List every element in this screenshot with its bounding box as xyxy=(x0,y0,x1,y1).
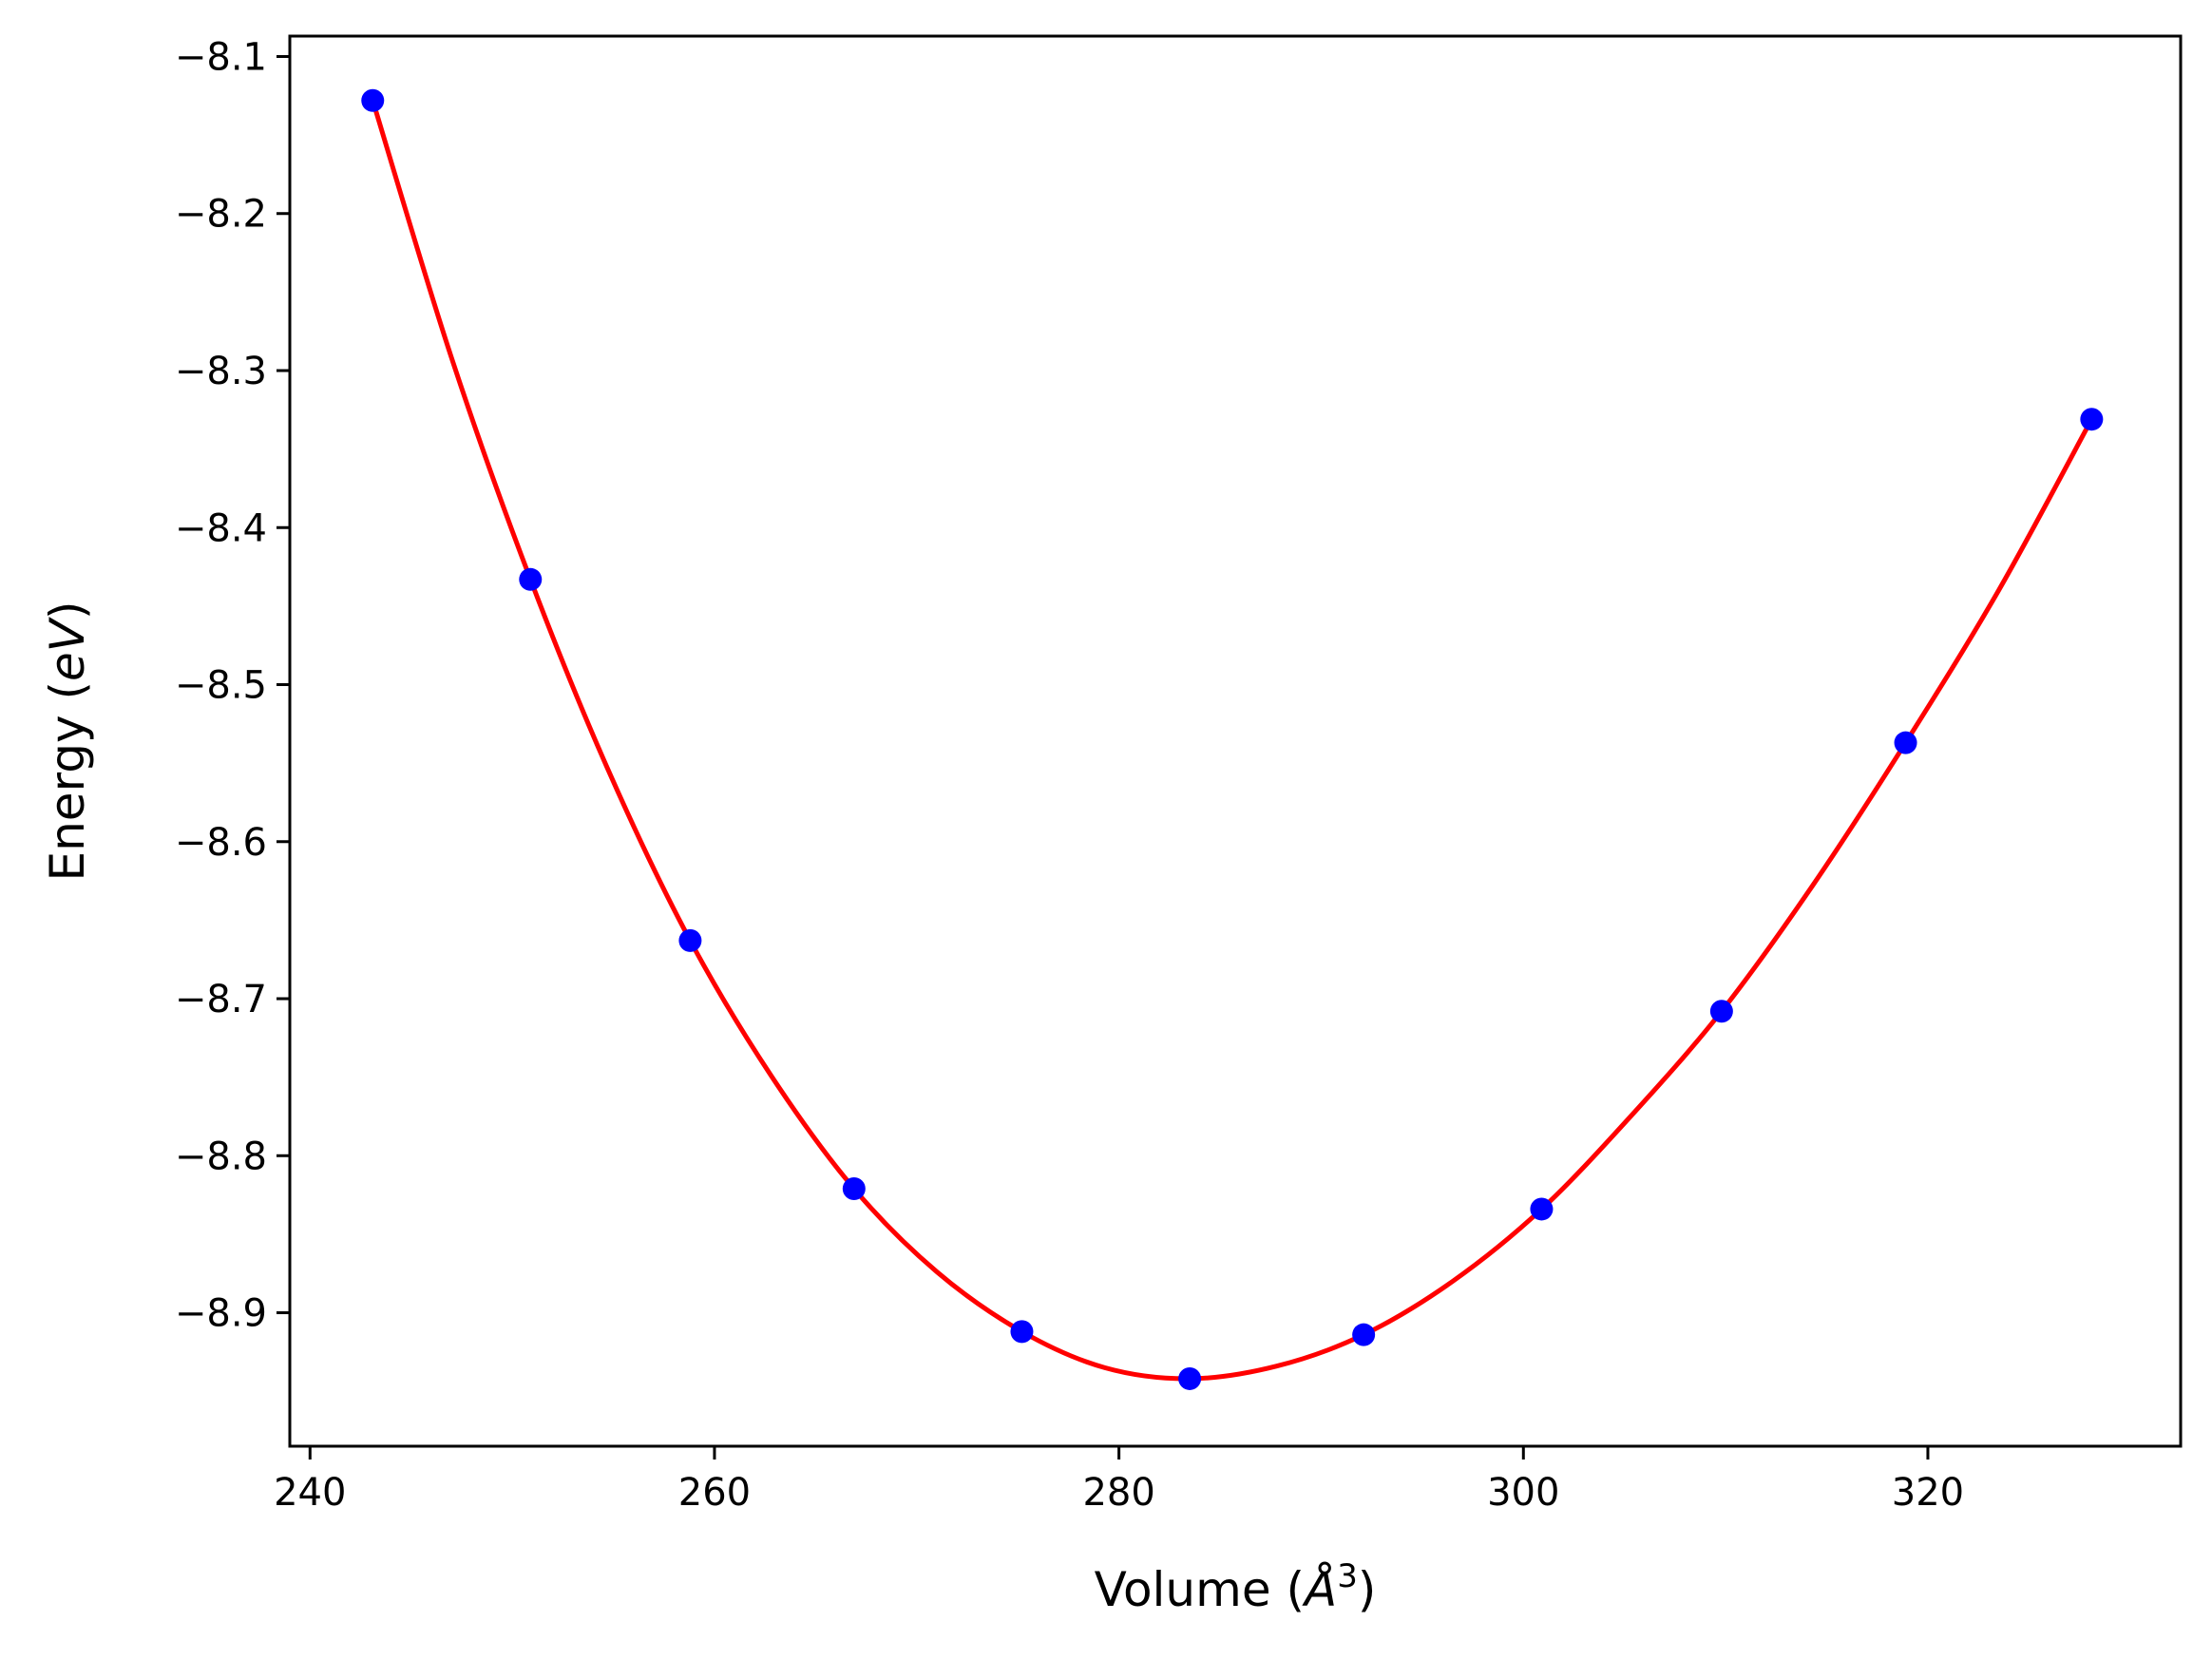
data-point xyxy=(1178,1366,1202,1390)
x-tick-label: 260 xyxy=(678,1471,751,1515)
y-tick-label: −8.8 xyxy=(175,1135,267,1178)
data-point xyxy=(1010,1320,1034,1344)
data-point xyxy=(678,928,702,952)
data-point xyxy=(519,567,543,591)
plot-frame xyxy=(288,34,2183,1448)
plot-layer xyxy=(361,88,2104,1390)
y-axis-ticks: −8.1 −8.2 −8.3 −8.4 −8.5 −8.6 −8.7 −8.8 −8.9 xyxy=(175,35,290,1336)
data-point xyxy=(1709,1000,1733,1023)
data-point xyxy=(1894,731,1917,754)
y-tick-label: −8.7 xyxy=(175,978,267,1021)
data-point xyxy=(1352,1323,1376,1346)
y-tick-label: −8.4 xyxy=(175,506,267,550)
x-tick-label: 300 xyxy=(1487,1471,1559,1515)
data-point xyxy=(842,1176,866,1200)
y-tick-label: −8.5 xyxy=(175,664,267,708)
y-axis-label: Energy (eV) xyxy=(40,601,95,882)
fit-curve-line xyxy=(370,100,2094,1382)
data-point xyxy=(361,88,385,112)
data-point xyxy=(2080,408,2104,431)
y-tick-label: −8.2 xyxy=(175,193,267,237)
x-tick-label: 280 xyxy=(1082,1471,1154,1515)
x-tick-label: 240 xyxy=(274,1471,346,1515)
y-tick-label: −8.1 xyxy=(175,35,267,79)
x-tick-label: 320 xyxy=(1892,1471,1964,1515)
data-point xyxy=(1530,1197,1554,1221)
y-tick-label: −8.9 xyxy=(175,1292,267,1336)
y-tick-label: −8.6 xyxy=(175,821,267,865)
x-axis-label: Volume (Å3) xyxy=(1095,1557,1377,1617)
x-axis-ticks: 240 260 280 300 320 xyxy=(274,1446,1964,1515)
y-tick-label: −8.3 xyxy=(175,350,267,393)
